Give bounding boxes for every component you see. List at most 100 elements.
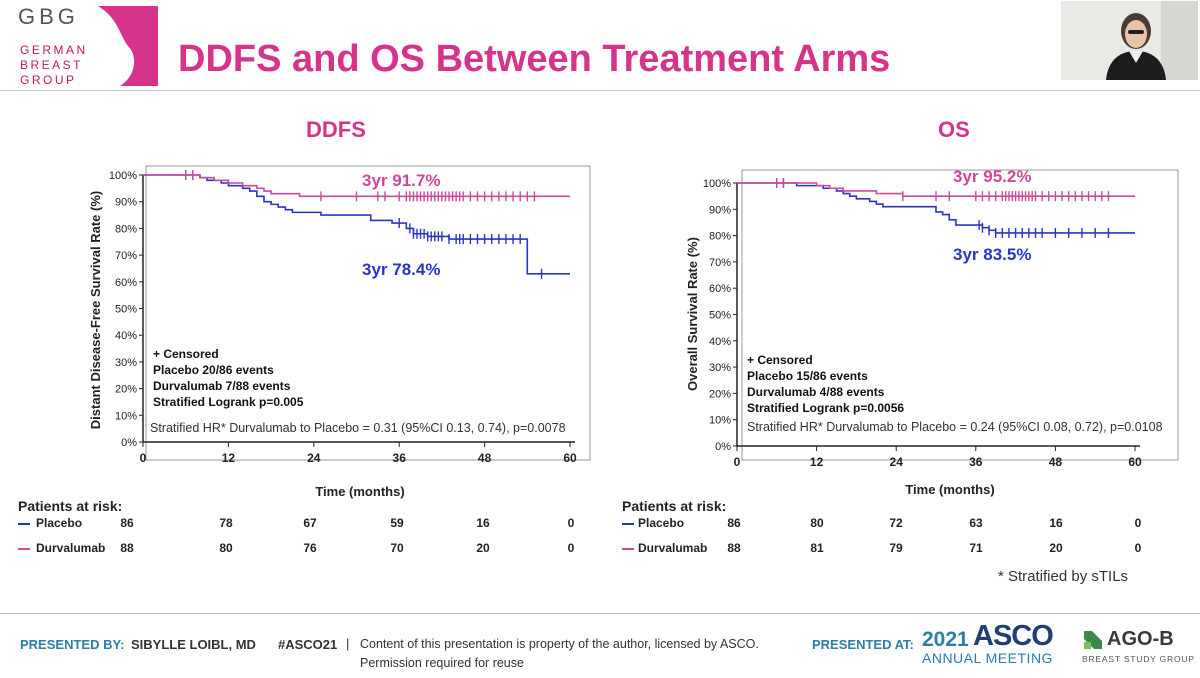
footer-separator: |: [346, 636, 350, 651]
speaker-video-thumbnail: [1061, 1, 1198, 80]
os-durvalumab-3yr-label: 3yr 95.2%: [953, 167, 1031, 186]
os-chart: 0% 10% 20% 30% 40% 50% 60% 70% 80% 90% 100% 0 12 24 3…: [685, 167, 1179, 497]
ddfs-y-tick-label: 20%: [115, 384, 137, 396]
os-y-tick-label: 10%: [709, 415, 731, 427]
gbg-logo-abbr: GBG: [18, 4, 79, 29]
ddfs-y-tick-label: 40%: [115, 330, 137, 342]
ddfs-x-tick-label: 60: [563, 451, 577, 465]
ddfs-y-tick-label: 90%: [115, 197, 137, 209]
logo-word-2: BREAST: [20, 58, 84, 72]
os-plot-frame: [741, 169, 1179, 461]
os-note-logrank: Stratified Logrank p=0.0056: [747, 401, 904, 415]
os-risk-placebo-count: 86: [727, 516, 741, 530]
ddfs-risk-durvalumab-count: 76: [303, 541, 317, 555]
ddfs-risk-placebo-count: 59: [390, 516, 404, 530]
os-note-placebo-events: Placebo 15/86 events: [747, 369, 868, 383]
ddfs-durvalumab-curve: [143, 174, 570, 198]
os-x-tick-label: 24: [890, 455, 904, 469]
os-risk-durvalumab-count: 79: [889, 541, 903, 555]
footer-divider: [0, 613, 1200, 614]
os-x-tick-label: 36: [969, 455, 983, 469]
ddfs-risk-header: Patients at risk:: [18, 498, 123, 514]
ago-b-subtitle: BREAST STUDY GROUP: [1082, 654, 1195, 664]
os-y-tick-label: 60%: [709, 283, 731, 295]
os-y-tick-label: 0%: [715, 441, 731, 453]
os-risk-durvalumab-count: 81: [810, 541, 824, 555]
ddfs-x-tick-label: 12: [222, 451, 236, 465]
ddfs-y-tick-label: 80%: [115, 223, 137, 235]
os-hazard-ratio: Stratified HR* Durvalumab to Placebo = 0…: [747, 420, 1163, 434]
footnote-stratified: * Stratified by sTILs: [998, 568, 1129, 585]
ddfs-risk-durvalumab-name: Durvalumab: [36, 541, 106, 555]
ddfs-risk-durvalumab-count: 80: [219, 541, 233, 555]
asco-annual-meeting: ANNUAL MEETING: [922, 650, 1053, 666]
os-y-tick-label: 90%: [709, 204, 731, 216]
os-risk-placebo-count: 80: [810, 516, 824, 530]
ddfs-note-durvalumab-events: Durvalumab 7/88 events: [153, 379, 291, 393]
ddfs-note-censored: + Censored: [153, 347, 219, 361]
logo-word-3: GROUP: [20, 73, 77, 87]
footer-notice-line2: Permission required for reuse: [360, 656, 524, 670]
footer-presented-at-label: PRESENTED AT:: [812, 637, 914, 652]
os-x-tick-label: 48: [1049, 455, 1063, 469]
ddfs-risk-placebo-count: 16: [476, 516, 490, 530]
ddfs-y-axis-label: Distant Disease-Free Survival Rate (%): [88, 191, 103, 429]
ddfs-placebo-3yr-label: 3yr 78.4%: [362, 260, 440, 279]
os-y-tick-label: 100%: [703, 178, 731, 190]
ddfs-risk-durvalumab-count: 0: [567, 541, 575, 555]
ddfs-note-logrank: Stratified Logrank p=0.005: [153, 395, 304, 409]
os-x-tick-label: 12: [810, 455, 824, 469]
asco-year: 2021: [922, 628, 969, 651]
footer-presenter: SIBYLLE LOIBL, MD: [131, 637, 256, 652]
os-risk-durvalumab-count: 20: [1049, 541, 1063, 555]
os-note-durvalumab-events: Durvalumab 4/88 events: [747, 385, 885, 399]
ddfs-risk-placebo-name: Placebo: [36, 516, 83, 530]
os-risk-durvalumab-count: 71: [969, 541, 983, 555]
os-risk-header: Patients at risk:: [622, 498, 727, 514]
os-note-censored: + Censored: [747, 353, 813, 367]
os-y-tick-label: 30%: [709, 362, 731, 374]
header-divider: [0, 90, 1200, 91]
os-placebo-curve: [737, 182, 1135, 234]
os-risk-placebo-count: 63: [969, 516, 983, 530]
ddfs-plot-frame: [145, 165, 591, 461]
ddfs-x-tick-label: 48: [478, 451, 492, 465]
os-x-axis-label: Time (months): [905, 482, 994, 497]
os-risk-durvalumab-swatch: [622, 548, 634, 550]
ddfs-chart: 0% 10% 20% 30% 40% 50% 60% 70% 80% 90% 100% 0 12 24 3…: [88, 165, 591, 499]
asco-logo-text: ASCO: [973, 620, 1054, 652]
ddfs-risk-durvalumab-count: 20: [476, 541, 490, 555]
os-x-tick-label: 60: [1128, 455, 1142, 469]
ddfs-y-tick-label: 50%: [115, 304, 137, 316]
ddfs-note-placebo-events: Placebo 20/86 events: [153, 363, 274, 377]
os-risk-placebo-count: 72: [889, 516, 903, 530]
os-risk-placebo-count: 0: [1134, 516, 1142, 530]
slide-title: DDFS and OS Between Treatment Arms: [178, 38, 891, 80]
ago-b-logo-text: AGO-B: [1107, 628, 1174, 650]
ddfs-panel-title: DDFS: [306, 117, 366, 142]
ago-b-logo-icon: [1084, 631, 1102, 649]
os-risk-durvalumab-count: 88: [727, 541, 741, 555]
ddfs-x-tick-label: 0: [140, 451, 147, 465]
os-y-tick-label: 80%: [709, 231, 731, 243]
ddfs-x-tick-label: 24: [307, 451, 321, 465]
footer-notice-line1: Content of this presentation is property…: [360, 637, 759, 651]
os-y-tick-label: 70%: [709, 257, 731, 269]
os-y-tick-label: 20%: [709, 388, 731, 400]
footer-hashtag: #ASCO21: [278, 637, 338, 652]
os-risk-placebo-count: 16: [1049, 516, 1063, 530]
ddfs-y-tick-label: 70%: [115, 250, 137, 262]
ddfs-y-tick-label: 100%: [109, 170, 137, 182]
gbg-logo-shape: [98, 6, 158, 86]
os-x-tick-label: 0: [734, 455, 741, 469]
ddfs-risk-durvalumab-swatch: [18, 548, 30, 550]
os-y-axis-label: Overall Survival Rate (%): [685, 237, 700, 391]
os-risk-durvalumab-name: Durvalumab: [638, 541, 708, 555]
ddfs-x-tick-label: 36: [393, 451, 407, 465]
ddfs-x-axis-label: Time (months): [315, 484, 404, 499]
ddfs-y-tick-label: 30%: [115, 357, 137, 369]
os-risk-placebo-name: Placebo: [638, 516, 685, 530]
os-risk-durvalumab-count: 0: [1134, 541, 1142, 555]
ddfs-risk-durvalumab-count: 88: [120, 541, 134, 555]
ddfs-durvalumab-3yr-label: 3yr 91.7%: [362, 171, 440, 190]
